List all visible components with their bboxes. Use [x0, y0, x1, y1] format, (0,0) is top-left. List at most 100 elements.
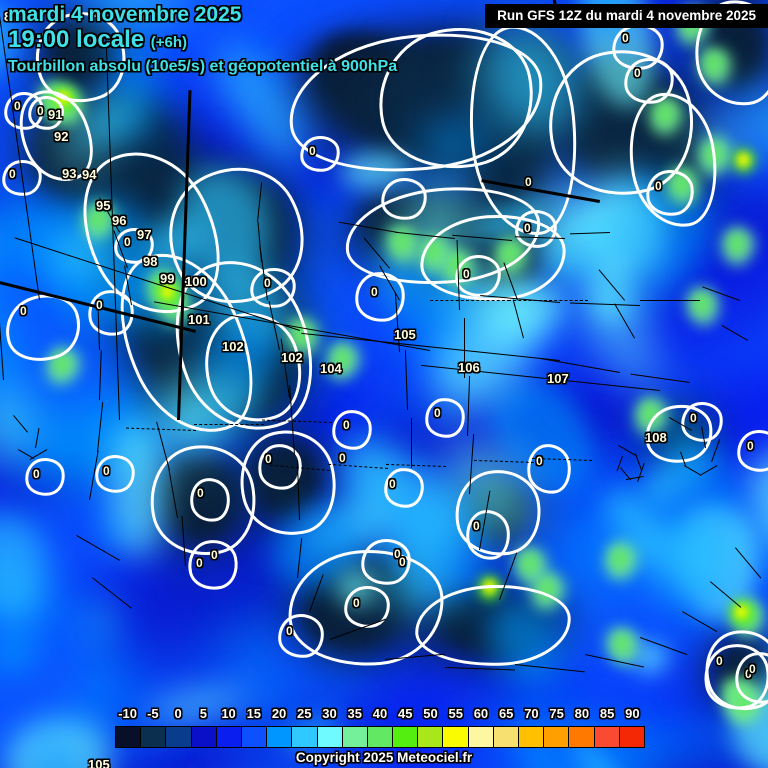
legend-tick: 85: [599, 706, 615, 721]
legend-tick: 70: [524, 706, 539, 721]
legend-tick: 65: [498, 706, 514, 721]
geopotential-label: 90: [22, 59, 37, 74]
legend-tick: 60: [473, 706, 489, 721]
zero-contour-label: 0: [463, 267, 470, 281]
legend-tick: 20: [271, 706, 287, 721]
colorbar[interactable]: [115, 726, 645, 748]
colorbar-swatch: [141, 727, 167, 747]
zero-contour-label: 0: [749, 662, 756, 676]
legend-tick: -10: [118, 706, 138, 721]
vorticity-patch: [656, 103, 674, 125]
forecast-time: 19:00 locale (+6h): [8, 27, 397, 52]
legend: -10 -5 0 5 10 15 20 25 30 35 40 45 50 55 60 65 70 75 80 85 9…: [0, 704, 768, 768]
geopotential-label: 106: [458, 360, 480, 375]
zero-contour-label: 0: [96, 298, 103, 312]
parameter-title: Tourbillon absolu (10e5/s) et géopotenti…: [8, 57, 398, 75]
legend-tick-labels: -10 -5 0 5 10 15 20 25 30 35 40 45 50 55 60 65 70 75 80 85 9…: [115, 706, 645, 724]
vorticity-patch: [89, 208, 107, 230]
colorbar-swatch: [216, 727, 242, 747]
legend-tick: 5: [199, 706, 207, 721]
zero-contour-label: 0: [264, 276, 271, 290]
zero-contour-label: 0: [745, 667, 752, 681]
forecast-time-value: 19:00 locale: [8, 26, 145, 54]
legend-tick: 90: [625, 706, 640, 721]
geopotential-label: 104: [320, 361, 342, 376]
zero-contour-label: 0: [353, 596, 360, 610]
colorbar-swatch: [191, 727, 217, 747]
zero-contour-label: 0: [343, 418, 350, 432]
vorticity-patch: [735, 693, 753, 715]
legend-tick: 55: [448, 706, 463, 721]
vorticity-patch: [737, 153, 750, 167]
legend-tick: 35: [347, 706, 362, 721]
colorbar-swatch: [267, 727, 293, 747]
vorticity-patch: [705, 143, 723, 165]
geopotential-label: 93: [62, 166, 77, 181]
geopotential-label: 89: [4, 9, 19, 24]
geopotential-label: 102: [222, 339, 244, 354]
zero-contour-label: 0: [33, 467, 40, 481]
colorbar-swatch: [393, 727, 419, 747]
vorticity-patch: [728, 233, 746, 255]
copyright-text: Copyright 2025 Meteociel.fr: [295, 750, 473, 765]
model-run-banner: Run GFS 12Z du mardi 4 novembre 2025: [485, 4, 768, 28]
zero-contour-label: 0: [434, 406, 441, 420]
vorticity-patch: [393, 231, 411, 253]
colorbar-swatch: [594, 727, 620, 747]
zero-contour-label: 0: [473, 519, 480, 533]
vorticity-patch: [538, 578, 556, 600]
vorticity-patch: [333, 348, 351, 370]
zero-contour-label: 0: [211, 548, 218, 562]
zero-contour-label: 0: [622, 31, 629, 45]
colorbar-swatch: [569, 727, 595, 747]
zero-contour-label: 0: [265, 452, 272, 466]
zero-contour-label: 0: [655, 179, 662, 193]
zero-contour-label: 0: [394, 547, 401, 561]
geopotential-label: 99: [160, 271, 175, 286]
colorbar-swatch: [116, 727, 142, 747]
zero-contour-label: 0: [309, 144, 316, 158]
geopotential-label: 94: [82, 167, 97, 182]
geopotential-label: 91: [48, 107, 63, 122]
vorticity-patch: [293, 323, 311, 345]
legend-tick: -5: [147, 706, 159, 721]
forecast-date: mardi 4 novembre 2025: [8, 3, 242, 26]
legend-tick: 10: [221, 706, 236, 721]
geopotential-label: 101: [188, 312, 210, 327]
colorbar-swatch: [468, 727, 494, 747]
geopotential-label: 98: [143, 254, 158, 269]
colorbar-swatch: [342, 727, 368, 747]
zero-contour-label: 0: [389, 477, 396, 491]
legend-tick: 25: [297, 706, 312, 721]
vorticity-patch: [693, 293, 711, 315]
geopotential-label: 107: [547, 371, 569, 386]
vorticity-patch: [521, 553, 539, 575]
zero-contour-label: 0: [286, 624, 293, 638]
colorbar-swatch: [544, 727, 570, 747]
legend-tick: 30: [322, 706, 337, 721]
colorbar-swatch: [418, 727, 444, 747]
zero-contour-label: 0: [9, 167, 16, 181]
vorticity-patch: [705, 53, 723, 75]
zero-contour-label: 0: [103, 464, 110, 478]
geopotential-label: 100: [185, 274, 207, 289]
zero-contour-label: 0: [525, 175, 532, 189]
vorticity-patch: [641, 403, 659, 425]
zero-contour-label: 0: [716, 654, 723, 668]
colorbar-swatch: [619, 727, 644, 747]
geopotential-label: 97: [137, 227, 152, 242]
forecast-offset: (+6h): [150, 34, 188, 52]
zero-contour-label: 0: [524, 221, 531, 235]
zero-contour-label: 0: [634, 66, 641, 80]
vorticity-patch: [613, 633, 631, 655]
colorbar-swatch: [519, 727, 545, 747]
colorbar-swatch: [367, 727, 394, 747]
map-title-block: mardi 4 novembre 2025 19:00 locale (+6h)…: [8, 3, 398, 76]
geopotential-label: 92: [54, 129, 69, 144]
legend-tick: 40: [372, 706, 388, 721]
geopotential-label: 96: [112, 213, 127, 228]
zero-contour-label: 0: [399, 555, 406, 569]
zero-contour-label: 0: [690, 411, 697, 425]
